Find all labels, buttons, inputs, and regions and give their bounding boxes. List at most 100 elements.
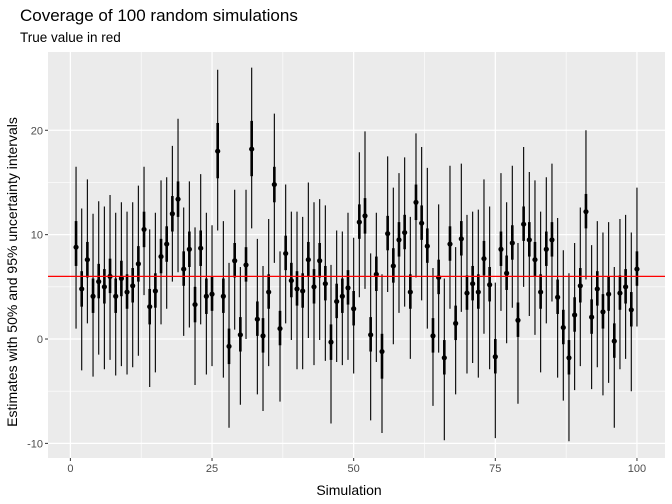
estimate-point bbox=[305, 257, 311, 263]
estimate-point bbox=[532, 257, 538, 263]
estimate-point bbox=[300, 288, 306, 294]
estimate-point bbox=[186, 246, 192, 252]
y-tick-label: 20 bbox=[31, 125, 43, 137]
estimate-point bbox=[475, 289, 481, 295]
estimate-point bbox=[203, 293, 209, 299]
estimate-point bbox=[611, 338, 617, 344]
estimate-point bbox=[164, 241, 170, 247]
estimate-point bbox=[90, 293, 96, 299]
estimate-point bbox=[339, 293, 345, 299]
estimate-point bbox=[543, 246, 549, 252]
x-tick-label: 75 bbox=[489, 463, 501, 475]
estimate-point bbox=[441, 355, 447, 361]
estimate-point bbox=[96, 279, 102, 285]
estimate-point bbox=[113, 293, 119, 299]
estimate-point bbox=[589, 314, 595, 320]
estimate-point bbox=[481, 256, 487, 262]
estimate-point bbox=[572, 312, 578, 318]
estimate-point bbox=[600, 309, 606, 315]
plot-panel bbox=[48, 52, 665, 458]
estimate-point bbox=[390, 263, 396, 269]
estimate-point bbox=[220, 293, 226, 299]
estimate-point bbox=[385, 231, 391, 237]
estimate-point bbox=[169, 211, 175, 217]
estimate-point bbox=[424, 243, 430, 249]
estimate-point bbox=[458, 236, 464, 242]
estimate-point bbox=[447, 241, 453, 247]
estimate-point bbox=[379, 348, 385, 355]
estimate-point bbox=[396, 237, 402, 243]
estimate-point bbox=[130, 283, 136, 289]
estimate-point bbox=[538, 289, 544, 295]
estimate-point bbox=[101, 284, 107, 290]
estimate-point bbox=[634, 266, 640, 272]
estimate-point bbox=[526, 237, 532, 243]
estimate-point bbox=[419, 220, 425, 226]
y-axis: -10 0 10 20 bbox=[27, 125, 48, 450]
estimate-point bbox=[79, 286, 85, 292]
estimate-point bbox=[362, 213, 368, 219]
x-tick-label: 50 bbox=[348, 463, 360, 475]
estimate-point bbox=[487, 282, 493, 288]
estimate-point bbox=[594, 286, 600, 292]
estimate-point bbox=[583, 209, 589, 215]
estimate-point bbox=[254, 316, 260, 322]
estimate-point bbox=[334, 298, 340, 305]
estimate-point bbox=[311, 284, 317, 290]
estimate-point bbox=[249, 146, 255, 152]
estimate-point bbox=[402, 229, 408, 236]
estimate-point bbox=[606, 291, 612, 297]
estimate-point bbox=[260, 333, 266, 339]
estimate-point bbox=[158, 253, 164, 260]
estimate-point bbox=[215, 148, 221, 154]
estimate-point bbox=[84, 257, 90, 263]
estimate-point bbox=[73, 244, 79, 250]
y-axis-title: Estimates with 50% and 95% uncertainty i… bbox=[4, 117, 20, 427]
estimate-point bbox=[266, 289, 272, 295]
estimate-point bbox=[192, 301, 198, 308]
estimate-point bbox=[356, 219, 362, 225]
estimate-point bbox=[322, 281, 328, 287]
estimate-point bbox=[226, 343, 232, 349]
estimate-point bbox=[504, 270, 510, 276]
chart-subtitle: True value in red bbox=[20, 30, 121, 45]
estimate-point bbox=[294, 286, 300, 292]
estimate-point bbox=[141, 226, 147, 233]
estimate-point bbox=[566, 355, 572, 361]
estimate-point bbox=[175, 196, 181, 202]
estimate-point bbox=[617, 290, 623, 296]
estimate-point bbox=[288, 277, 294, 284]
estimate-point bbox=[345, 285, 351, 291]
estimate-point bbox=[577, 283, 583, 289]
estimate-point bbox=[135, 261, 141, 267]
x-tick-label: 100 bbox=[628, 463, 646, 475]
estimate-point bbox=[373, 271, 379, 277]
estimate-point bbox=[317, 258, 323, 264]
estimate-point bbox=[271, 181, 277, 188]
estimate-point bbox=[464, 290, 470, 296]
x-axis: 0 25 50 75 100 bbox=[67, 458, 646, 475]
estimate-point bbox=[232, 258, 238, 264]
estimate-point bbox=[368, 332, 374, 338]
chart-title: Coverage of 100 random simulations bbox=[20, 6, 298, 25]
estimate-point bbox=[351, 306, 357, 312]
x-tick-label: 0 bbox=[67, 463, 73, 475]
estimate-point bbox=[407, 289, 413, 295]
estimate-point bbox=[118, 275, 124, 282]
estimate-point bbox=[560, 324, 566, 331]
estimate-point bbox=[521, 221, 527, 227]
y-tick-label: 10 bbox=[31, 230, 43, 242]
estimate-point bbox=[237, 332, 243, 338]
estimate-point bbox=[628, 307, 634, 313]
estimate-point bbox=[498, 246, 504, 252]
estimate-point bbox=[147, 304, 153, 310]
estimate-point bbox=[470, 281, 476, 287]
x-axis-title: Simulation bbox=[316, 482, 381, 498]
estimate-point bbox=[436, 274, 442, 281]
estimate-point bbox=[243, 262, 249, 268]
y-tick-label: -10 bbox=[27, 438, 43, 450]
estimate-point bbox=[509, 240, 515, 246]
estimate-point bbox=[328, 339, 334, 345]
estimate-point bbox=[555, 294, 561, 300]
estimate-point bbox=[283, 250, 289, 257]
